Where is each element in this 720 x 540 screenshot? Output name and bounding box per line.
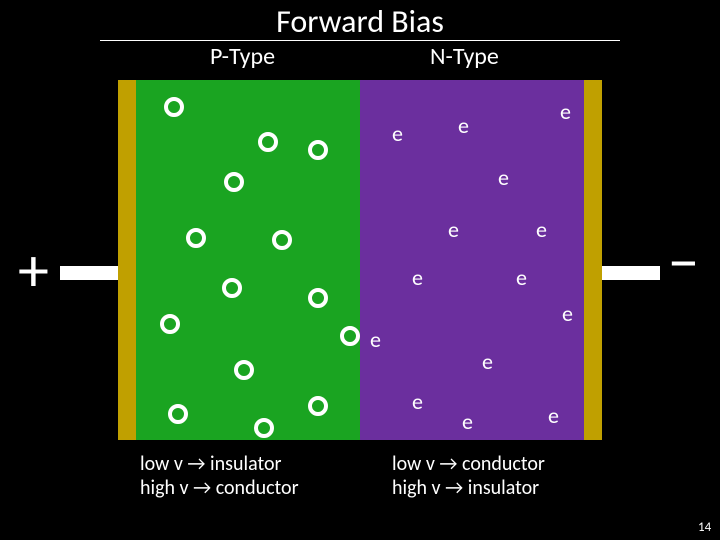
electron-label: e	[412, 388, 423, 415]
hole-icon	[254, 418, 274, 438]
right-connector-bar	[600, 266, 660, 280]
electron-label: e	[392, 120, 403, 147]
hole-icon	[168, 404, 188, 424]
p-region	[136, 80, 360, 440]
slide-title: Forward Bias	[0, 2, 720, 41]
hole-icon	[234, 360, 254, 380]
electron-label: e	[536, 216, 547, 243]
page-number: 14	[698, 520, 711, 535]
ptype-label: P-Type	[210, 42, 275, 71]
electron-label: e	[462, 408, 473, 435]
hole-icon	[308, 396, 328, 416]
electron-label: e	[458, 112, 469, 139]
minus-terminal: −	[668, 224, 699, 300]
electron-label: e	[412, 264, 423, 291]
hole-icon	[308, 140, 328, 160]
hole-icon	[160, 314, 180, 334]
hole-icon	[258, 132, 278, 152]
left-electrode	[118, 80, 136, 440]
hole-icon	[272, 230, 292, 250]
electron-label: e	[548, 402, 559, 429]
hole-icon	[164, 97, 184, 117]
n-caption: low v → conductor high v → insulator	[392, 452, 545, 500]
left-connector-bar	[60, 266, 120, 280]
electron-label: e	[560, 98, 571, 125]
electron-label: e	[516, 264, 527, 291]
p-caption: low v → insulator high v → conductor	[140, 452, 299, 500]
hole-icon	[222, 278, 242, 298]
hole-icon	[340, 326, 360, 346]
plus-terminal: +	[18, 232, 49, 308]
ntype-label: N-Type	[430, 42, 499, 71]
title-underline	[100, 40, 620, 41]
electron-label: e	[482, 348, 493, 375]
hole-icon	[186, 228, 206, 248]
electron-label: e	[448, 216, 459, 243]
right-electrode	[584, 80, 602, 440]
hole-icon	[308, 288, 328, 308]
electron-label: e	[498, 164, 509, 191]
electron-label: e	[370, 326, 381, 353]
hole-icon	[224, 172, 244, 192]
electron-label: e	[562, 300, 573, 327]
